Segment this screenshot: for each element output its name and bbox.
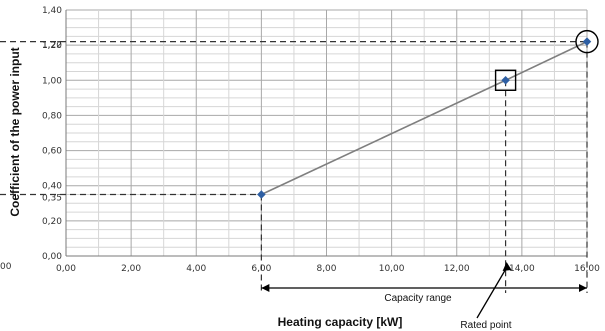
stray-label: 00 [0,262,12,272]
x-tick-label: 2,00 [121,264,141,274]
markers [257,29,599,199]
range-arrow-head-left [261,284,270,292]
y-tick-label: 1,20 [42,41,62,51]
x-tick-label: 16,00 [574,264,600,274]
guide-lines [0,41,588,293]
y-tick-labels: 0,00 0,20 0,40 0,60 0,80 1,00 1,20 1,40 0,35 1,22 [42,6,62,262]
x-tick-label: 8,00 [316,264,336,274]
x-tick-label: 4,00 [186,264,206,274]
data-point [582,37,592,46]
x-tick-labels: 0,00 2,00 4,00 6,00 8,00 10,00 12,00 14,00 16,00 [56,264,600,274]
axes [65,10,587,257]
y-tick-label: 1,00 [42,76,62,86]
range-arrow-head-right [579,284,587,292]
data-point [501,76,510,85]
capacity-range-label: Capacity range [384,293,452,304]
y-tick-label: 0,00 [42,252,62,262]
x-tick-label: 10,00 [379,264,405,274]
y-tick-label: 0,80 [42,111,62,121]
x-tick-label: 14,00 [509,264,535,274]
max-point-circle [575,29,599,54]
y-tick-label: 1,40 [42,6,62,16]
y-axis-title: Coefficient of the power input [8,47,22,216]
rated-point-box [494,69,517,91]
rated-point-pointer-head [502,262,512,271]
rated-point-label: Rated point [460,320,511,331]
y-extra-label: 1,22 [42,41,62,51]
y-tick-label: 0,40 [42,182,62,192]
range-arrow [261,262,587,319]
x-tick-label: 12,00 [444,264,470,274]
grid [65,9,588,257]
y-extra-label: 0,35 [42,194,62,204]
y-tick-label: 0,20 [42,217,62,227]
y-tick-label: 0,60 [42,147,62,157]
rated-point-pointer [476,265,509,319]
data-point [257,190,266,199]
x-axis-title: Heating capacity [kW] [278,315,403,329]
x-tick-label: 0,00 [56,264,76,274]
